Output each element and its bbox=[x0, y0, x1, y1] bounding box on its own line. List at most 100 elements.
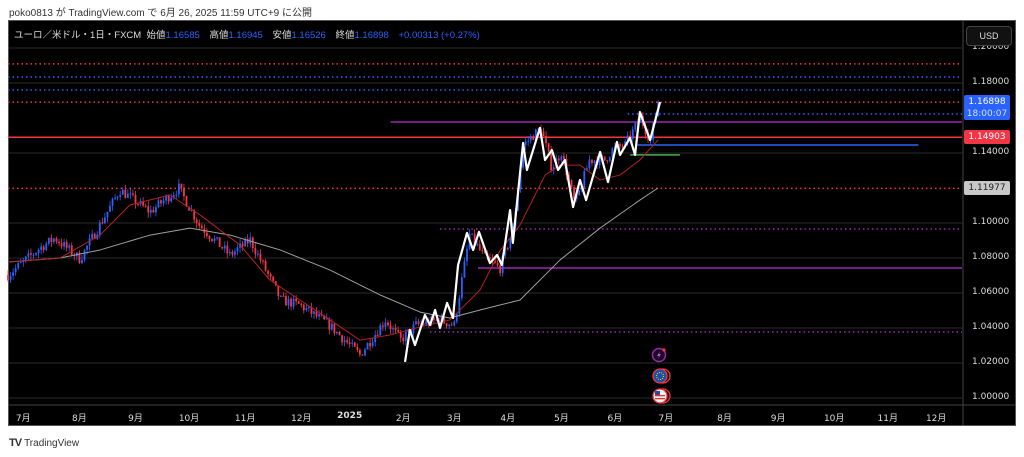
candle-body bbox=[279, 295, 282, 297]
time-tick: 8月 bbox=[717, 414, 732, 424]
candle-body bbox=[504, 248, 507, 256]
eu-flag-icon[interactable] bbox=[652, 368, 671, 384]
candle-body bbox=[478, 244, 481, 250]
candle-body bbox=[359, 350, 361, 355]
candle-body bbox=[236, 247, 239, 252]
candle-body bbox=[379, 325, 382, 336]
candle-body bbox=[588, 159, 591, 169]
candle-body bbox=[206, 232, 208, 237]
time-tick: 2025 bbox=[337, 411, 363, 421]
candle-body bbox=[226, 245, 229, 254]
candle-body bbox=[45, 243, 48, 251]
time-tick: 4月 bbox=[500, 414, 516, 424]
candle-body bbox=[129, 193, 132, 195]
candle-body bbox=[267, 270, 269, 275]
candle-body bbox=[402, 337, 405, 342]
time-tick: 12月 bbox=[291, 414, 312, 424]
candle-body bbox=[277, 285, 280, 297]
candle-body bbox=[47, 237, 50, 244]
red-level-badge: 1.14903 bbox=[964, 130, 1010, 144]
candle-body bbox=[42, 246, 45, 251]
candle-body bbox=[330, 323, 333, 330]
gridlines bbox=[9, 47, 962, 399]
candle-body bbox=[387, 322, 389, 326]
price-tick: 1.18000 bbox=[972, 77, 1010, 87]
candle-body bbox=[542, 131, 545, 136]
candle-body bbox=[336, 331, 338, 334]
lightning-icon[interactable] bbox=[651, 347, 667, 363]
candle-body bbox=[453, 321, 456, 326]
currency-button[interactable]: USD bbox=[966, 26, 1012, 46]
candle-body bbox=[527, 140, 530, 142]
candle-body bbox=[591, 159, 593, 164]
candle-body bbox=[445, 323, 448, 327]
candle-body bbox=[300, 303, 303, 305]
candle-body bbox=[137, 203, 139, 205]
candle-body bbox=[249, 237, 252, 244]
candle-body bbox=[583, 170, 586, 188]
candle-body bbox=[353, 342, 356, 347]
candle-body bbox=[185, 196, 188, 207]
candle-body bbox=[313, 311, 315, 314]
candle-body bbox=[425, 320, 428, 325]
us-flag-icon[interactable] bbox=[652, 388, 671, 404]
candle-body bbox=[450, 324, 453, 326]
candle-body bbox=[471, 233, 473, 235]
candle-body bbox=[12, 272, 14, 276]
tradingview-logo[interactable]: TV TradingView bbox=[9, 437, 79, 449]
candle-body bbox=[152, 209, 155, 213]
candle-body bbox=[98, 222, 101, 235]
candle-body bbox=[476, 244, 479, 246]
zigzag bbox=[403, 101, 662, 363]
time-tick: 5月 bbox=[553, 414, 569, 424]
close-value: 1.16898 bbox=[354, 30, 389, 41]
candle-body bbox=[364, 349, 366, 356]
candle-body bbox=[244, 238, 247, 247]
candle-body bbox=[116, 196, 119, 198]
candle-body bbox=[532, 136, 535, 140]
candle-body bbox=[351, 342, 354, 344]
candle-body bbox=[547, 143, 550, 152]
candle-body bbox=[155, 207, 157, 213]
candle-body bbox=[160, 200, 162, 204]
candle-body bbox=[608, 157, 611, 161]
candle-body bbox=[361, 354, 364, 356]
candle-body bbox=[142, 200, 145, 206]
candle-body bbox=[461, 277, 463, 299]
candle-body bbox=[524, 141, 527, 145]
candle-body bbox=[180, 183, 183, 188]
candle-body bbox=[111, 198, 114, 206]
price-tick: 1.10000 bbox=[972, 217, 1010, 227]
candle-body bbox=[50, 237, 53, 243]
candle-body bbox=[198, 223, 201, 226]
time-tick: 3月 bbox=[446, 414, 462, 424]
candle-body bbox=[537, 128, 540, 130]
low-label: 安値 bbox=[272, 30, 292, 41]
candle-body bbox=[228, 251, 231, 254]
candle-body bbox=[216, 237, 218, 239]
candle-body bbox=[259, 253, 262, 261]
candle-body bbox=[619, 144, 621, 147]
candle-body bbox=[499, 264, 502, 273]
candle-body bbox=[262, 260, 264, 262]
current-price: 1.16898 bbox=[968, 97, 1006, 107]
candle-body bbox=[394, 328, 397, 331]
candle-body bbox=[422, 323, 425, 325]
price-tick: 1.14000 bbox=[972, 147, 1010, 157]
candle-body bbox=[7, 274, 9, 281]
candle-body bbox=[325, 318, 328, 320]
candle-body bbox=[272, 276, 275, 282]
candle-body bbox=[639, 115, 642, 124]
price-tick: 1.08000 bbox=[972, 252, 1010, 262]
candle-body bbox=[466, 248, 468, 262]
symbol-label[interactable]: ユーロ／米ドル・1日・FXCM bbox=[14, 30, 142, 41]
candle-body bbox=[458, 298, 461, 315]
candle-body bbox=[234, 251, 236, 255]
candle-body bbox=[91, 233, 94, 239]
low-value: 1.16526 bbox=[291, 30, 326, 41]
candle-body bbox=[432, 317, 435, 321]
candle-body bbox=[496, 262, 499, 265]
candle-body bbox=[282, 295, 285, 297]
price-tick: 1.00000 bbox=[972, 392, 1010, 402]
